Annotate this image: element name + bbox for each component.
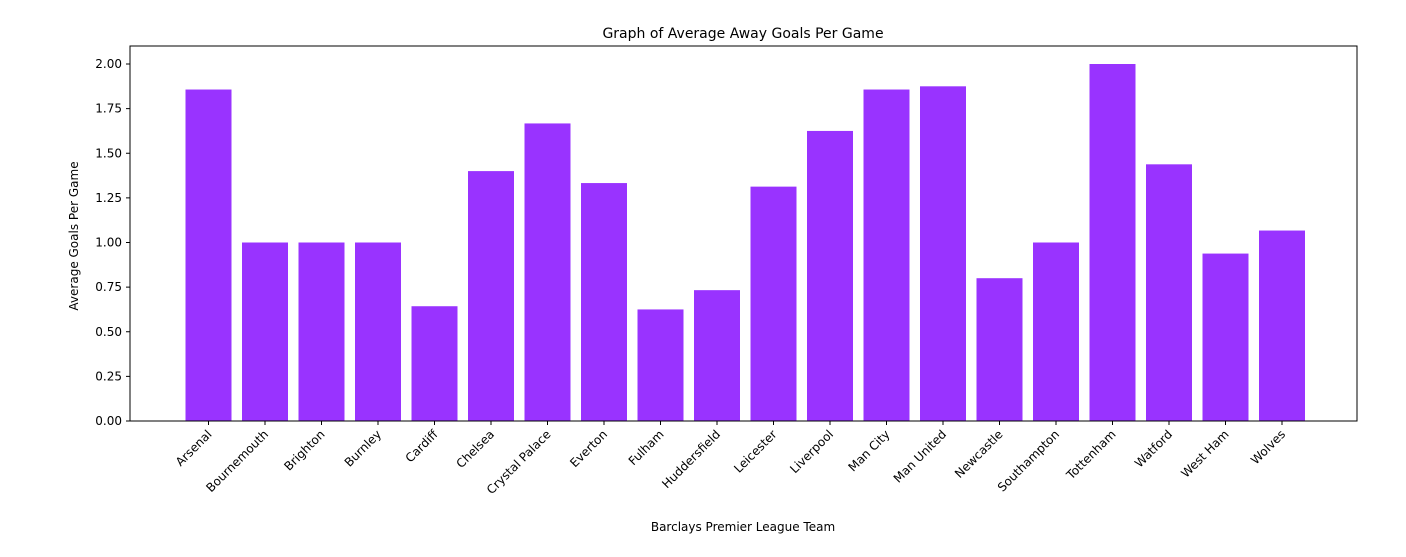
x-tick-label: West Ham	[1178, 427, 1231, 480]
x-tick-label: Man United	[891, 427, 949, 485]
x-tick-label: Leicester	[731, 427, 779, 475]
y-tick-label: 1.75	[95, 102, 122, 116]
y-axis-label: Average Goals Per Game	[67, 161, 81, 310]
x-tick-label: Newcastle	[952, 427, 1006, 481]
y-tick-label: 1.00	[95, 236, 122, 250]
bar-leicester	[750, 186, 797, 421]
bar-bournemouth	[242, 242, 288, 421]
bar-newcastle	[976, 278, 1023, 421]
x-tick-label: Brighton	[281, 427, 327, 473]
y-tick-label: 0.25	[95, 369, 122, 383]
bar-west-ham	[1202, 253, 1249, 421]
y-tick-label: 0.50	[95, 325, 122, 339]
x-tick-label: Liverpool	[787, 427, 836, 476]
x-tick-label: Huddersfield	[659, 427, 723, 491]
bar-watford	[1146, 164, 1192, 421]
bars-layer	[185, 64, 1305, 421]
bar-liverpool	[807, 130, 853, 421]
x-tick-label: Watford	[1132, 427, 1175, 470]
x-tick-label: Burnley	[342, 427, 384, 469]
bar-chelsea	[468, 171, 514, 421]
bar-huddersfield	[694, 290, 740, 421]
bar-crystal-palace	[524, 123, 571, 421]
bar-southampton	[1033, 242, 1079, 421]
bar-arsenal	[185, 89, 232, 421]
x-tick-label: Fulham	[626, 427, 667, 468]
x-tick-label: Chelsea	[453, 427, 497, 471]
bar-everton	[581, 183, 627, 421]
bar-fulham	[637, 309, 684, 421]
bar-man-united	[920, 86, 966, 421]
x-tick-label: Everton	[567, 427, 610, 470]
x-tick-label: Arsenal	[173, 427, 215, 469]
bar-burnley	[355, 242, 401, 421]
bar-cardiff	[411, 306, 458, 421]
bar-man-city	[863, 89, 910, 421]
bar-wolves	[1259, 230, 1305, 421]
x-tick-label: Tottenham	[1063, 427, 1119, 483]
x-tick-label: Wolves	[1248, 427, 1288, 467]
y-tick-label: 2.00	[95, 57, 122, 71]
x-tick-label: Man City	[845, 427, 892, 474]
y-tick-label: 1.50	[95, 146, 122, 160]
y-tick-label: 0.00	[95, 414, 122, 428]
bar-tottenham	[1089, 64, 1136, 421]
x-tick-label: Cardiff	[403, 427, 441, 465]
y-tick-label: 1.25	[95, 191, 122, 205]
x-axis-label: Barclays Premier League Team	[651, 520, 835, 534]
y-axis-ticks: 0.00 0.25 0.50 0.75 1.00 1.25 1.50 1.75 2.00	[95, 57, 130, 428]
chart-title: Graph of Average Away Goals Per Game	[602, 26, 883, 42]
bar-brighton	[298, 242, 345, 421]
plot-frame	[129, 45, 1358, 422]
y-tick-label: 0.75	[95, 280, 122, 294]
